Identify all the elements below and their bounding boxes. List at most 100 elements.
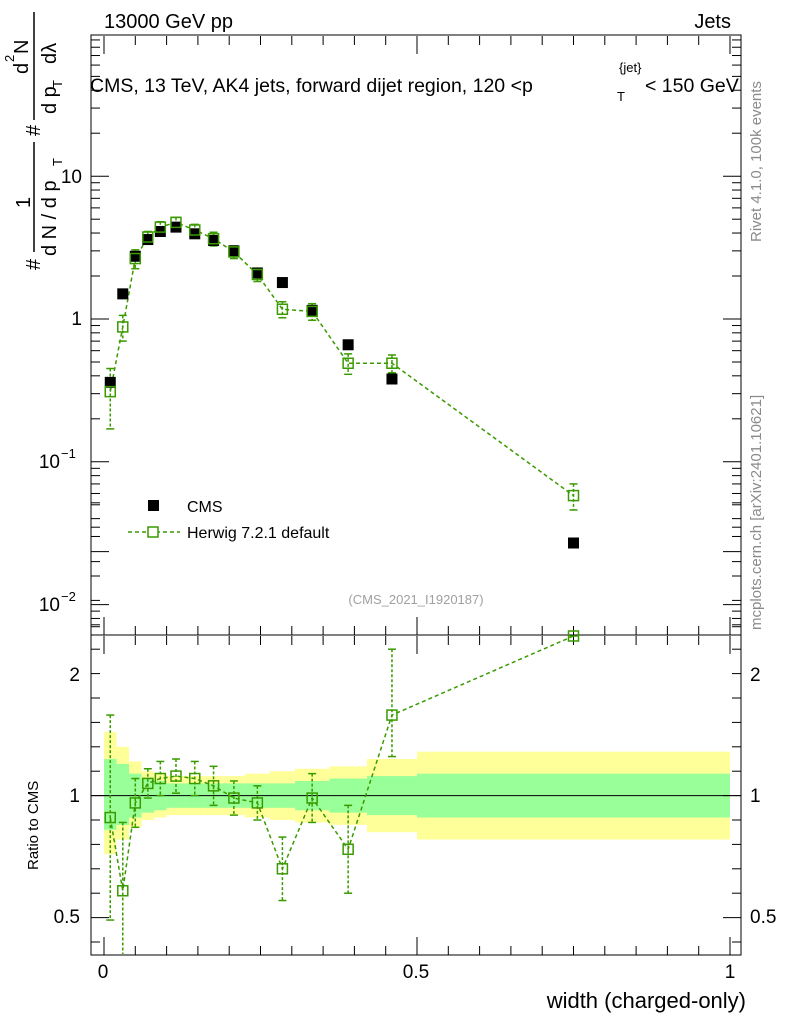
y-axis-label-main: # 1 d N / d p T # d 2 N d p T dλ bbox=[2, 12, 65, 270]
mc-point bbox=[129, 252, 142, 265]
data-point bbox=[129, 250, 141, 262]
data-point bbox=[306, 304, 318, 316]
rivet-version-text: Rivet 4.1.0, 100k events bbox=[748, 81, 765, 242]
mc-polyline bbox=[109, 221, 574, 497]
mc-point bbox=[104, 385, 117, 398]
ytick-label-1e-2-exp: −2 bbox=[61, 589, 76, 604]
ratio-point bbox=[129, 797, 142, 809]
plot-title: CMS, 13 TeV, AK4 jets, forward dijet reg… bbox=[90, 60, 739, 104]
header-right: Jets bbox=[694, 11, 731, 33]
data-point bbox=[251, 267, 263, 279]
main-axis-ticks bbox=[91, 36, 741, 635]
ratio-ytick-left-1: 1 bbox=[69, 786, 80, 807]
legend-mc-marker bbox=[147, 526, 159, 538]
y-axis-label-ratio: Ratio to CMS bbox=[25, 781, 42, 870]
data-point bbox=[228, 245, 240, 257]
ratio-point bbox=[276, 863, 289, 875]
ratio-point bbox=[142, 777, 154, 790]
ylabel-dn: d N / d p bbox=[39, 180, 61, 256]
legend-data-label: CMS bbox=[187, 499, 223, 516]
main-y-tick-labels: 10 1 10 −1 10 −2 bbox=[39, 167, 82, 616]
xtick-label-1: 1 bbox=[725, 962, 736, 983]
mc-point bbox=[207, 232, 220, 245]
x-tick-labels: 0 0.5 1 bbox=[98, 962, 736, 983]
main-panel-frame bbox=[90, 34, 742, 636]
mc-point bbox=[154, 221, 167, 233]
data-point bbox=[104, 376, 116, 388]
ratio-point bbox=[228, 792, 240, 804]
ylabel-denom-tail: dλ bbox=[39, 43, 61, 64]
legend-mc-label: Herwig 7.2.1 default bbox=[187, 525, 330, 542]
ratio-polyline bbox=[109, 635, 574, 891]
title-suffix: < 150 GeV bbox=[645, 75, 739, 97]
ytick-label-1e-1-exp: −1 bbox=[61, 446, 76, 461]
band-stat-bin bbox=[116, 763, 130, 825]
ratio-series-markers bbox=[104, 630, 580, 897]
ylabel-one: 1 bbox=[13, 197, 35, 208]
legend: CMS Herwig 7.2.1 default bbox=[128, 499, 330, 542]
mc-point bbox=[251, 268, 264, 281]
ratio-ytick-left-2: 2 bbox=[69, 665, 80, 686]
mc-point bbox=[142, 231, 154, 243]
x-axis-label: width (charged-only) bbox=[546, 988, 746, 1013]
mc-point bbox=[276, 303, 289, 316]
ytick-label-10: 10 bbox=[61, 167, 82, 188]
ylabel-numer-sup: 2 bbox=[2, 55, 17, 62]
ratio-ytick-right-05: 0.5 bbox=[750, 907, 776, 928]
ratio-point bbox=[189, 772, 201, 785]
ratio-point bbox=[386, 709, 398, 721]
mc-series-line bbox=[109, 221, 574, 497]
ratio-point bbox=[207, 780, 220, 792]
title-prefix: CMS, 13 TeV, AK4 jets, forward dijet reg… bbox=[90, 75, 533, 97]
ratio-y-tick-labels: 2 1 0.5 2 1 0.5 bbox=[54, 665, 777, 928]
ytick-label-1e-1: 10 bbox=[39, 452, 60, 473]
data-point bbox=[342, 339, 354, 351]
ylabel-sub-t: T bbox=[50, 158, 65, 166]
ratio-panel-frame bbox=[90, 634, 742, 956]
ratio-point bbox=[117, 885, 129, 897]
analysis-watermark: (CMS_2021_I1920187) bbox=[348, 592, 483, 607]
ratio-ytick-right-2: 2 bbox=[750, 665, 761, 686]
ylabel-numer-d: d bbox=[11, 63, 33, 74]
data-point bbox=[386, 373, 398, 385]
ytick-label-1: 1 bbox=[71, 309, 82, 330]
ratio-point bbox=[154, 772, 167, 785]
ylabel-hash1: # bbox=[23, 258, 45, 270]
ratio-axis-ticks bbox=[91, 502, 741, 955]
ratio-error-bars bbox=[106, 635, 578, 954]
title-sub: T bbox=[617, 89, 625, 104]
ylabel-denom: d p bbox=[39, 86, 61, 114]
xtick-label-05: 0.5 bbox=[403, 962, 429, 983]
mc-point bbox=[306, 305, 318, 318]
data-point bbox=[189, 228, 201, 240]
mc-point bbox=[117, 321, 129, 333]
ratio-point bbox=[170, 770, 182, 782]
mc-error-bars bbox=[106, 216, 578, 511]
mc-point bbox=[567, 489, 580, 502]
xtick-label-0: 0 bbox=[98, 962, 109, 983]
data-point bbox=[142, 234, 154, 246]
ratio-point bbox=[567, 630, 580, 642]
ylabel-hash2: # bbox=[23, 124, 45, 136]
mc-point bbox=[189, 224, 201, 236]
title-sup: {jet} bbox=[619, 60, 642, 75]
header-left: 13000 GeV pp bbox=[104, 11, 233, 33]
data-point bbox=[276, 277, 288, 289]
mc-series-markers bbox=[104, 216, 580, 502]
data-point bbox=[568, 537, 579, 549]
mc-point bbox=[386, 357, 398, 369]
mc-point bbox=[170, 216, 182, 229]
ylabel-numer-n: N bbox=[11, 40, 33, 54]
mc-point bbox=[228, 246, 240, 258]
ylabel-denom-sub: T bbox=[50, 80, 65, 88]
data-point bbox=[208, 234, 220, 246]
mc-point bbox=[342, 357, 354, 369]
ytick-label-1e-2: 10 bbox=[39, 595, 60, 616]
ratio-point bbox=[104, 811, 117, 824]
data-series bbox=[104, 221, 579, 549]
ratio-point bbox=[306, 792, 318, 804]
ratio-series-line bbox=[109, 635, 574, 891]
ratio-ytick-right-1: 1 bbox=[750, 786, 761, 807]
legend-data-marker bbox=[148, 500, 159, 511]
